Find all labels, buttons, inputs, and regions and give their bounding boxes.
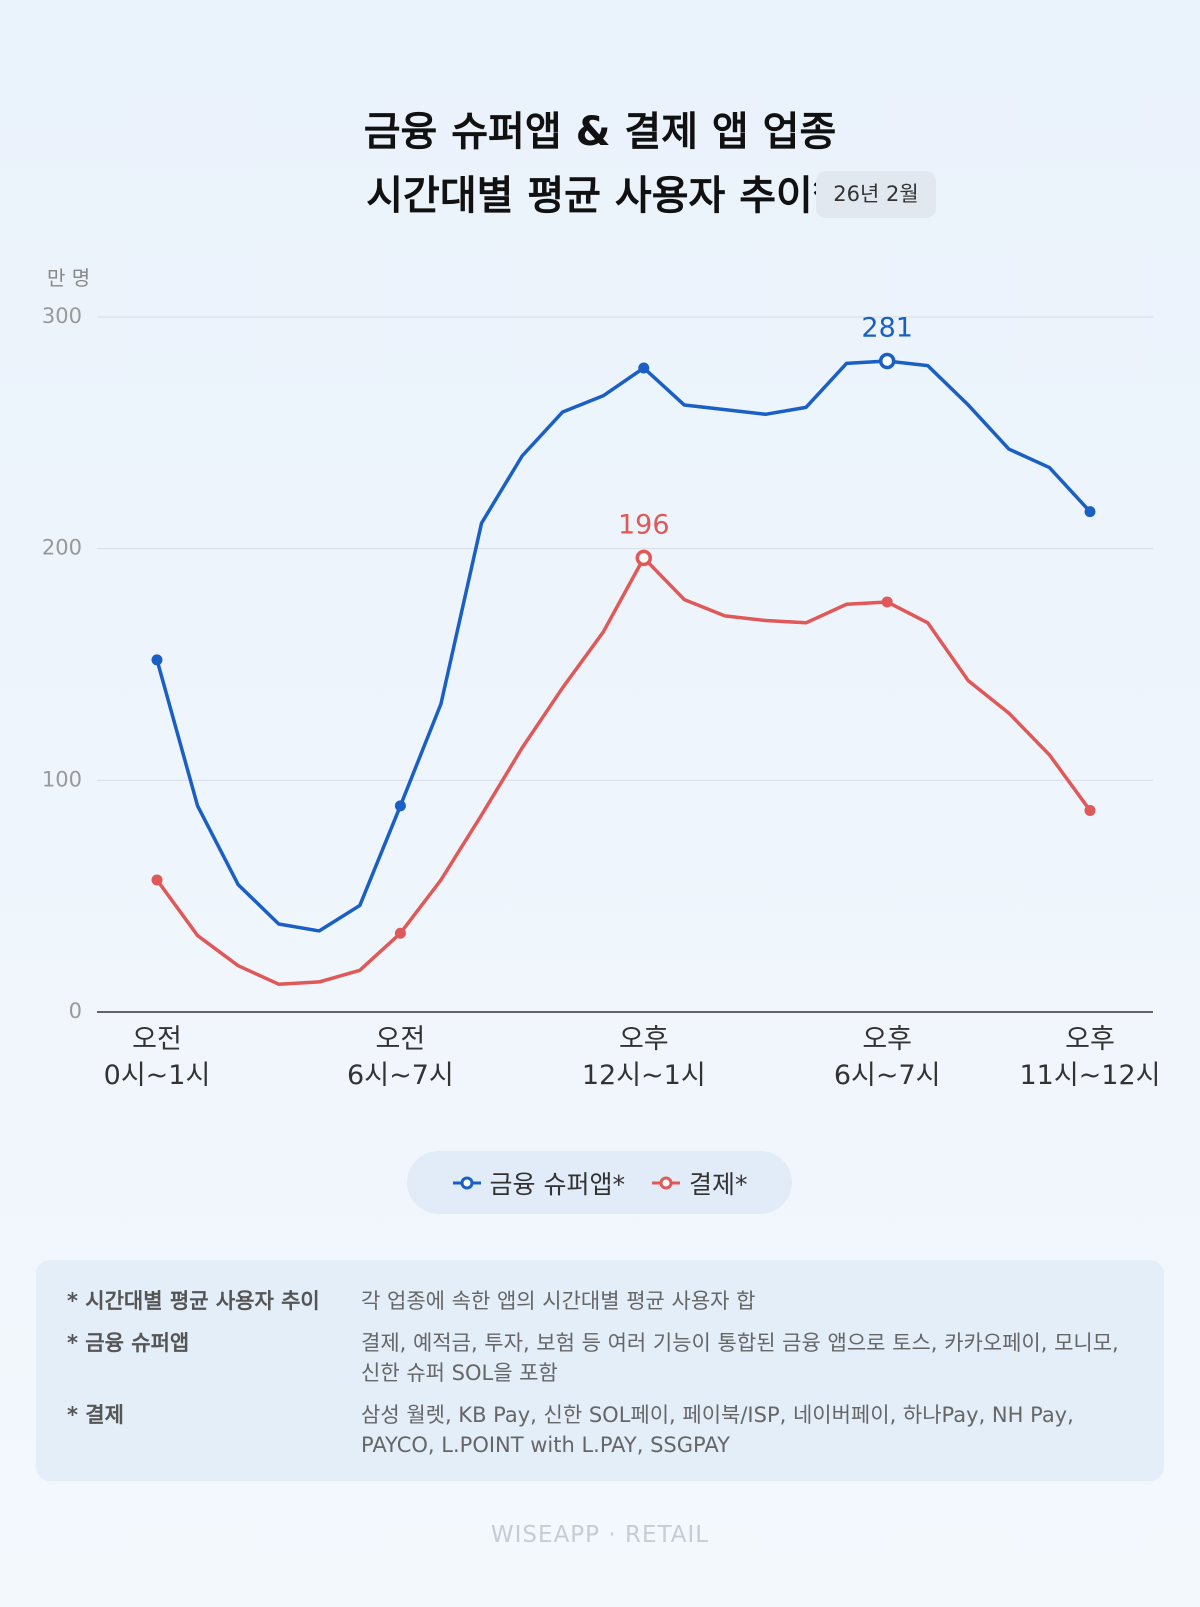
note-row: * 시간대별 평균 사용자 추이 각 업종에 속한 앱의 시간대별 평균 사용자 … xyxy=(67,1286,1134,1316)
note-text: 결제, 예적금, 투자, 보험 등 여러 기능이 통합된 금융 앱으로 토스, … xyxy=(361,1331,1119,1385)
legend-swatch xyxy=(651,1176,680,1189)
x-tick-label: 오후 12시~1시 xyxy=(581,1024,706,1091)
y-tick-label: 200 xyxy=(42,536,82,560)
x-tick-label: 오후 6시~7시 xyxy=(833,1024,941,1091)
legend-item: 결제* xyxy=(651,1165,748,1201)
y-tick-label: 100 xyxy=(42,767,82,791)
legend-label: 결제* xyxy=(688,1169,748,1199)
period-badge: 26년 2월 xyxy=(816,171,936,218)
note-term: * 결제 xyxy=(67,1403,124,1427)
x-tick-label: 오후 11시~12시 xyxy=(1019,1024,1161,1091)
point-marker xyxy=(881,596,893,608)
series-line xyxy=(155,359,1092,933)
point-marker xyxy=(878,352,896,370)
footer: WISEAPP · RETAIL xyxy=(490,1522,710,1548)
y-tick-label: 0 xyxy=(69,999,82,1023)
point-marker xyxy=(151,654,163,666)
legend: 금융 슈퍼앱* 결제* xyxy=(407,1151,792,1214)
data-label: 196 xyxy=(618,509,670,540)
x-tick-label: 오전 0시~1시 xyxy=(103,1024,211,1091)
note-term: * 금융 슈퍼앱 xyxy=(67,1331,190,1355)
legend-marker xyxy=(659,1176,673,1189)
chart-title: 금융 슈퍼앱 & 결제 앱 업종 시간대별 평균 사용자 추이* xyxy=(363,109,837,219)
legend-swatch xyxy=(452,1176,481,1189)
note-text: 삼성 월렛, KB Pay, 신한 SOL페이, 페이북/ISP, 네이버페이,… xyxy=(361,1403,1074,1457)
series-line xyxy=(155,556,1092,986)
notes: * 시간대별 평균 사용자 추이 각 업종에 속한 앱의 시간대별 평균 사용자 … xyxy=(36,1260,1164,1481)
note-row: * 결제 삼성 월렛, KB Pay, 신한 SOL페이, 페이북/ISP, 네이… xyxy=(67,1400,1134,1460)
point-marker xyxy=(151,874,163,886)
point-marker xyxy=(1084,804,1096,816)
point-marker xyxy=(635,549,653,567)
point-marker xyxy=(394,927,406,939)
point-marker xyxy=(638,362,650,374)
point-marker xyxy=(1084,506,1096,518)
legend-label: 금융 슈퍼앱* xyxy=(489,1169,625,1199)
y-tick-label: 300 xyxy=(42,304,82,328)
note-term: * 시간대별 평균 사용자 추이 xyxy=(67,1289,320,1313)
note-text: 각 업종에 속한 앱의 시간대별 평균 사용자 합 xyxy=(361,1289,756,1313)
legend-item: 금융 슈퍼앱* xyxy=(452,1165,625,1201)
note-row: * 금융 슈퍼앱 결제, 예적금, 투자, 보험 등 여러 기능이 통합된 금융 … xyxy=(67,1328,1134,1388)
y-axis-label: 만 명 xyxy=(47,266,91,290)
data-label: 281 xyxy=(861,313,913,344)
point-marker xyxy=(394,800,406,812)
legend-marker xyxy=(460,1176,474,1189)
x-tick-label: 오전 6시~7시 xyxy=(347,1024,454,1091)
